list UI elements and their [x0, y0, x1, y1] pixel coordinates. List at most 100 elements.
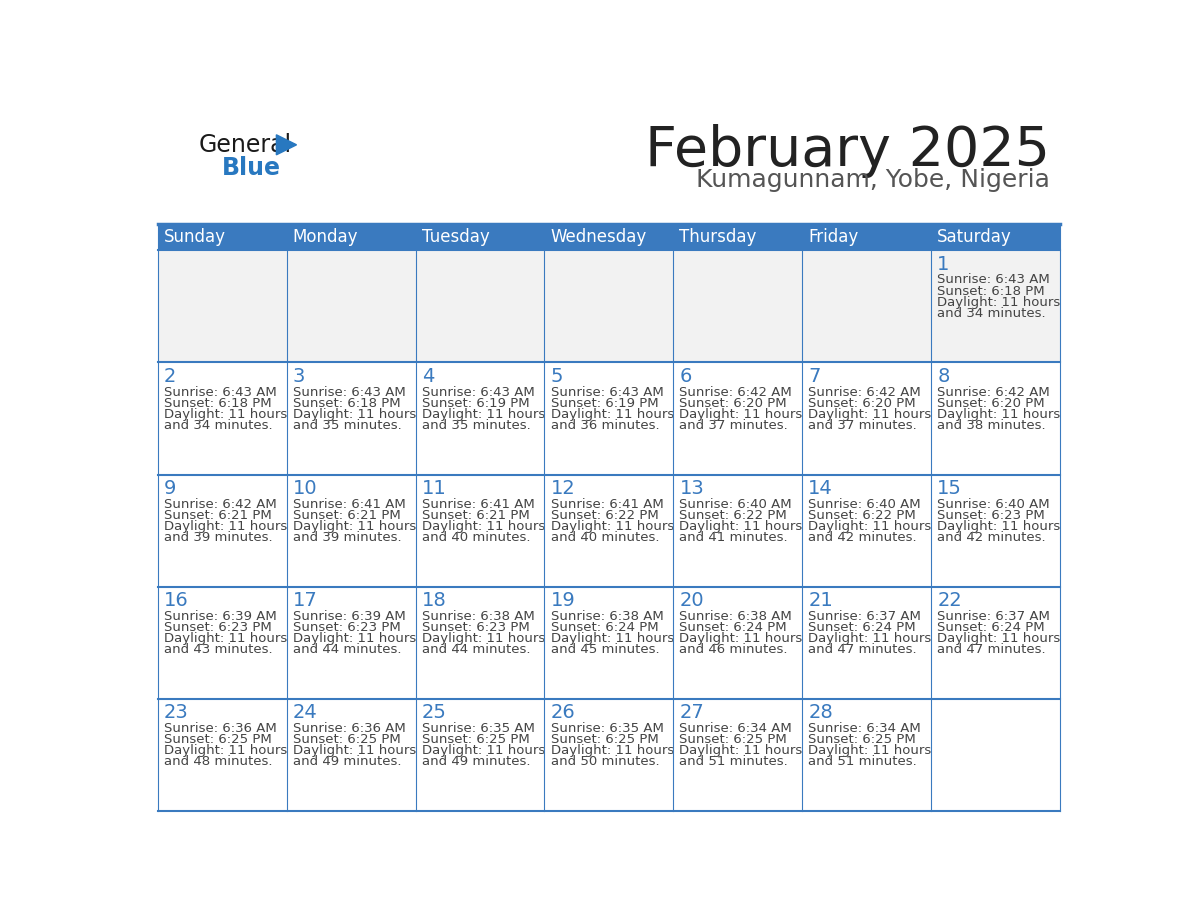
Text: 1: 1 — [937, 255, 949, 274]
Text: Daylight: 11 hours: Daylight: 11 hours — [422, 744, 545, 757]
Text: Daylight: 11 hours: Daylight: 11 hours — [293, 744, 416, 757]
Text: Sunset: 6:22 PM: Sunset: 6:22 PM — [550, 509, 658, 521]
Text: Daylight: 11 hours: Daylight: 11 hours — [808, 633, 931, 645]
Text: Saturday: Saturday — [937, 229, 1012, 246]
Text: Daylight: 11 hours: Daylight: 11 hours — [164, 408, 287, 420]
Text: Sunset: 6:19 PM: Sunset: 6:19 PM — [422, 397, 530, 409]
Text: Sunrise: 6:38 AM: Sunrise: 6:38 AM — [550, 610, 663, 622]
Text: Sunset: 6:20 PM: Sunset: 6:20 PM — [937, 397, 1045, 409]
Text: Sunrise: 6:43 AM: Sunrise: 6:43 AM — [937, 274, 1050, 286]
Text: Sunset: 6:24 PM: Sunset: 6:24 PM — [937, 621, 1045, 634]
Text: 7: 7 — [808, 367, 821, 386]
Text: Sunset: 6:21 PM: Sunset: 6:21 PM — [422, 509, 530, 521]
Text: Sunrise: 6:38 AM: Sunrise: 6:38 AM — [680, 610, 792, 622]
Text: Sunrise: 6:35 AM: Sunrise: 6:35 AM — [422, 722, 535, 734]
Text: Sunset: 6:20 PM: Sunset: 6:20 PM — [680, 397, 788, 409]
Text: 6: 6 — [680, 367, 691, 386]
Text: Sunrise: 6:40 AM: Sunrise: 6:40 AM — [808, 498, 921, 510]
Text: Daylight: 11 hours: Daylight: 11 hours — [550, 744, 674, 757]
Text: Sunset: 6:19 PM: Sunset: 6:19 PM — [550, 397, 658, 409]
Text: Sunset: 6:23 PM: Sunset: 6:23 PM — [164, 621, 272, 634]
Text: 15: 15 — [937, 479, 962, 498]
Text: Sunrise: 6:37 AM: Sunrise: 6:37 AM — [937, 610, 1050, 622]
Text: Daylight: 11 hours: Daylight: 11 hours — [808, 744, 931, 757]
Bar — [158, 251, 1060, 363]
Text: Daylight: 11 hours: Daylight: 11 hours — [293, 408, 416, 420]
Text: and 42 minutes.: and 42 minutes. — [808, 532, 917, 544]
Text: Sunset: 6:21 PM: Sunset: 6:21 PM — [164, 509, 272, 521]
Text: 12: 12 — [550, 479, 575, 498]
Text: 28: 28 — [808, 703, 833, 722]
Text: and 45 minutes.: and 45 minutes. — [550, 644, 659, 656]
Text: Sunrise: 6:43 AM: Sunrise: 6:43 AM — [422, 386, 535, 398]
Text: 3: 3 — [293, 367, 305, 386]
Text: General: General — [198, 133, 292, 157]
Text: Sunrise: 6:37 AM: Sunrise: 6:37 AM — [808, 610, 921, 622]
Text: Sunrise: 6:40 AM: Sunrise: 6:40 AM — [680, 498, 792, 510]
Text: 19: 19 — [550, 591, 575, 610]
Text: Thursday: Thursday — [680, 229, 757, 246]
Text: and 42 minutes.: and 42 minutes. — [937, 532, 1045, 544]
Text: Sunrise: 6:34 AM: Sunrise: 6:34 AM — [808, 722, 921, 734]
Bar — [158, 224, 1060, 251]
Text: Sunrise: 6:41 AM: Sunrise: 6:41 AM — [293, 498, 405, 510]
Polygon shape — [277, 135, 297, 155]
Text: and 38 minutes.: and 38 minutes. — [937, 419, 1045, 432]
Text: Sunrise: 6:43 AM: Sunrise: 6:43 AM — [164, 386, 277, 398]
Text: and 44 minutes.: and 44 minutes. — [293, 644, 402, 656]
Text: Sunset: 6:25 PM: Sunset: 6:25 PM — [550, 733, 658, 746]
Text: Sunrise: 6:42 AM: Sunrise: 6:42 AM — [937, 386, 1050, 398]
Text: Daylight: 11 hours: Daylight: 11 hours — [293, 520, 416, 533]
Text: and 48 minutes.: and 48 minutes. — [164, 756, 272, 768]
Text: 14: 14 — [808, 479, 833, 498]
Text: Sunrise: 6:40 AM: Sunrise: 6:40 AM — [937, 498, 1050, 510]
Text: Daylight: 11 hours: Daylight: 11 hours — [422, 633, 545, 645]
Text: Wednesday: Wednesday — [550, 229, 646, 246]
Text: Sunset: 6:22 PM: Sunset: 6:22 PM — [680, 509, 788, 521]
Text: Sunrise: 6:43 AM: Sunrise: 6:43 AM — [293, 386, 405, 398]
Text: Sunrise: 6:42 AM: Sunrise: 6:42 AM — [808, 386, 921, 398]
Text: Sunset: 6:23 PM: Sunset: 6:23 PM — [293, 621, 400, 634]
Text: Sunset: 6:24 PM: Sunset: 6:24 PM — [680, 621, 788, 634]
Text: Daylight: 11 hours: Daylight: 11 hours — [422, 408, 545, 420]
Text: and 47 minutes.: and 47 minutes. — [808, 644, 917, 656]
Text: Sunset: 6:25 PM: Sunset: 6:25 PM — [680, 733, 788, 746]
Text: Sunset: 6:21 PM: Sunset: 6:21 PM — [293, 509, 400, 521]
Text: Sunrise: 6:39 AM: Sunrise: 6:39 AM — [293, 610, 405, 622]
Text: Sunrise: 6:36 AM: Sunrise: 6:36 AM — [293, 722, 405, 734]
Text: Daylight: 11 hours: Daylight: 11 hours — [550, 633, 674, 645]
Text: and 44 minutes.: and 44 minutes. — [422, 644, 530, 656]
Text: Daylight: 11 hours: Daylight: 11 hours — [808, 520, 931, 533]
Text: Sunset: 6:24 PM: Sunset: 6:24 PM — [808, 621, 916, 634]
Text: Daylight: 11 hours: Daylight: 11 hours — [937, 633, 1061, 645]
Text: Monday: Monday — [293, 229, 359, 246]
Text: 27: 27 — [680, 703, 704, 722]
Text: and 46 minutes.: and 46 minutes. — [680, 644, 788, 656]
Text: Daylight: 11 hours: Daylight: 11 hours — [937, 408, 1061, 420]
Text: Tuesday: Tuesday — [422, 229, 489, 246]
Text: 9: 9 — [164, 479, 176, 498]
Text: and 35 minutes.: and 35 minutes. — [293, 419, 402, 432]
Text: Sunset: 6:18 PM: Sunset: 6:18 PM — [937, 285, 1045, 297]
Text: Kumagunnam, Yobe, Nigeria: Kumagunnam, Yobe, Nigeria — [696, 168, 1050, 192]
Text: Daylight: 11 hours: Daylight: 11 hours — [680, 633, 803, 645]
Text: and 50 minutes.: and 50 minutes. — [550, 756, 659, 768]
Text: 22: 22 — [937, 591, 962, 610]
Text: 26: 26 — [550, 703, 575, 722]
Text: Sunrise: 6:36 AM: Sunrise: 6:36 AM — [164, 722, 277, 734]
Text: Sunrise: 6:39 AM: Sunrise: 6:39 AM — [164, 610, 277, 622]
Text: Daylight: 11 hours: Daylight: 11 hours — [680, 408, 803, 420]
Text: Sunset: 6:23 PM: Sunset: 6:23 PM — [422, 621, 530, 634]
Text: Daylight: 11 hours: Daylight: 11 hours — [422, 520, 545, 533]
Text: and 49 minutes.: and 49 minutes. — [293, 756, 402, 768]
Text: 10: 10 — [293, 479, 317, 498]
Text: Daylight: 11 hours: Daylight: 11 hours — [164, 633, 287, 645]
Text: and 47 minutes.: and 47 minutes. — [937, 644, 1045, 656]
Text: Daylight: 11 hours: Daylight: 11 hours — [937, 520, 1061, 533]
Text: and 40 minutes.: and 40 minutes. — [422, 532, 530, 544]
Text: Daylight: 11 hours: Daylight: 11 hours — [680, 520, 803, 533]
Text: 5: 5 — [550, 367, 563, 386]
Text: 16: 16 — [164, 591, 189, 610]
Text: and 34 minutes.: and 34 minutes. — [164, 419, 272, 432]
Text: Daylight: 11 hours: Daylight: 11 hours — [808, 408, 931, 420]
